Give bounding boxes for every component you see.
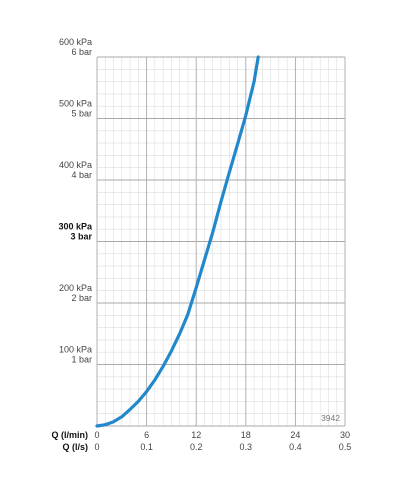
y-tick-label-kpa: 600 kPa bbox=[59, 37, 92, 47]
x-tick-label-ls: 0.2 bbox=[190, 442, 203, 452]
x-tick-label-ls: 0.4 bbox=[289, 442, 302, 452]
y-tick-label-bar: 1 bar bbox=[71, 355, 92, 365]
y-tick-label-kpa: 400 kPa bbox=[59, 160, 92, 170]
y-tick-label-kpa: 200 kPa bbox=[59, 283, 92, 293]
x-axis-label-ls: Q (l/s) bbox=[62, 442, 88, 452]
x-tick-label-ls: 0.5 bbox=[339, 442, 352, 452]
x-tick-label-lmin: 0 bbox=[94, 430, 99, 440]
y-tick-label-kpa: 300 kPa bbox=[58, 222, 93, 232]
y-tick-label-kpa: 100 kPa bbox=[59, 345, 92, 355]
x-axis-label-lmin: Q (l/min) bbox=[52, 430, 89, 440]
y-tick-label-bar: 3 bar bbox=[70, 232, 92, 242]
x-tick-label-lmin: 12 bbox=[191, 430, 201, 440]
x-tick-label-ls: 0.1 bbox=[140, 442, 153, 452]
x-tick-label-lmin: 30 bbox=[340, 430, 350, 440]
chart-annotation-3942: 3942 bbox=[321, 413, 340, 423]
x-tick-label-ls: 0.3 bbox=[240, 442, 253, 452]
y-tick-label-bar: 5 bar bbox=[71, 109, 92, 119]
x-axis-tick-labels: 0 0 6 0.1 12 0.2 18 0.3 24 0.4 30 0.5 bbox=[94, 430, 351, 452]
x-tick-label-lmin: 18 bbox=[241, 430, 251, 440]
y-tick-label-bar: 4 bar bbox=[71, 170, 92, 180]
x-tick-label-ls: 0 bbox=[94, 442, 99, 452]
series-layer bbox=[95, 55, 260, 428]
x-tick-label-lmin: 24 bbox=[290, 430, 300, 440]
y-tick-label-bar: 2 bar bbox=[71, 293, 92, 303]
pressure-flow-curve bbox=[95, 55, 260, 428]
y-tick-label-kpa: 500 kPa bbox=[59, 99, 92, 109]
y-tick-label-bar: 6 bar bbox=[71, 47, 92, 57]
x-tick-label-lmin: 6 bbox=[144, 430, 149, 440]
